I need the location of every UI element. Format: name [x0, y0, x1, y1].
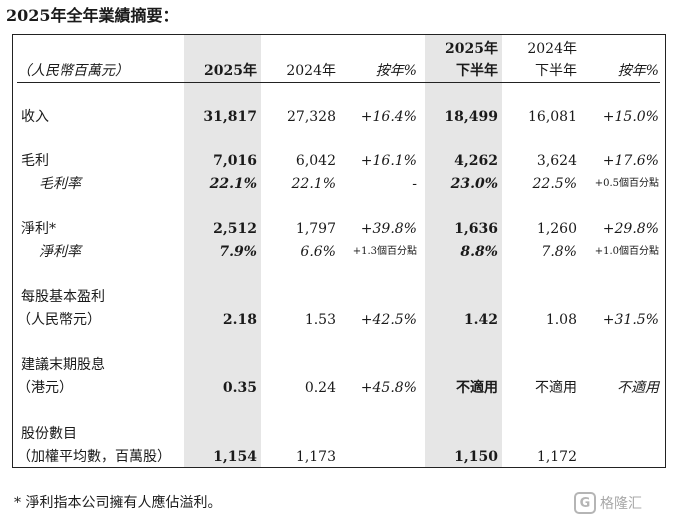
cell-gross-margin-h2-2024: 22.5% — [532, 176, 577, 192]
cell-dividend-2024: 0.24 — [304, 380, 336, 396]
cell-gross-profit-h2-2024: 3,624 — [536, 153, 577, 169]
shade-2025-column — [184, 35, 261, 467]
row-label-net-profit: 淨利* — [21, 221, 56, 237]
cell-eps-yoy: +42.5% — [360, 312, 417, 328]
watermark: G 格隆汇 — [574, 490, 674, 516]
cell-net-profit-h2-yoy: +29.8% — [602, 221, 659, 237]
header-h2-2024-line1: 2024年 — [527, 41, 577, 57]
cell-dividend-2025: 0.35 — [222, 380, 257, 396]
cell-gross-margin-2024: 22.1% — [291, 176, 336, 192]
cell-shares-h2-2025: 1,150 — [454, 449, 498, 465]
row-label-gross-profit: 毛利 — [21, 153, 49, 169]
header-h2-2025-line1: 2025年 — [445, 41, 498, 57]
cell-shares-2025: 1,154 — [213, 449, 257, 465]
row-label-shares: 股份數目 — [21, 426, 77, 442]
cell-shares-h2-2024: 1,172 — [536, 449, 577, 465]
cell-net-profit-yoy: +39.8% — [360, 221, 417, 237]
header-2025: 2025年 — [204, 63, 257, 79]
footnote: * 淨利指本公司擁有人應佔溢利。 — [14, 495, 222, 511]
cell-net-margin-h2-2024: 7.8% — [541, 244, 577, 260]
cell-revenue-2024: 27,328 — [287, 109, 336, 125]
cell-net-margin-2025: 7.9% — [219, 244, 257, 260]
cell-revenue-2025: 31,817 — [203, 109, 257, 125]
cell-eps-2024: 1.53 — [304, 312, 336, 328]
cell-gross-margin-yoy: - — [412, 176, 417, 192]
cell-revenue-h2-yoy: +15.0% — [602, 109, 659, 125]
row-label-final-dividend: 建議末期股息 — [21, 357, 105, 373]
cell-gross-profit-yoy: +16.1% — [360, 153, 417, 169]
cell-dividend-h2-2025: 不適用 — [456, 380, 498, 396]
cell-net-profit-h2-2025: 1,636 — [454, 221, 498, 237]
header-h2-2025-line2: 下半年 — [456, 63, 498, 79]
cell-dividend-h2-2024: 不適用 — [535, 380, 577, 396]
row-label-final-dividend-unit: （港元） — [17, 380, 73, 396]
gelonghui-logo-icon: G — [574, 492, 596, 514]
cell-gross-margin-h2-yoy: +0.5個百分點 — [594, 178, 659, 189]
cell-gross-profit-2024: 6,042 — [295, 153, 336, 169]
row-label-gross-margin: 毛利率 — [39, 176, 81, 192]
cell-gross-margin-2025: 22.1% — [209, 176, 257, 192]
cell-net-profit-2024: 1,797 — [295, 221, 336, 237]
cell-gross-profit-h2-2025: 4,262 — [454, 153, 498, 169]
cell-revenue-h2-2024: 16,081 — [528, 109, 577, 125]
row-label-net-margin: 淨利率 — [39, 244, 81, 260]
cell-shares-2024: 1,173 — [295, 449, 336, 465]
cell-dividend-h2-yoy: 不適用 — [617, 380, 659, 396]
row-label-eps: 每股基本盈利 — [21, 289, 105, 305]
header-underline — [17, 82, 660, 83]
shade-h2-2025-column — [425, 35, 502, 467]
cell-eps-2025: 2.18 — [222, 312, 257, 328]
cell-net-margin-yoy: +1.3個百分點 — [352, 246, 417, 257]
header-h2-yoy: 按年% — [617, 63, 659, 79]
cell-net-profit-2025: 2,512 — [213, 221, 257, 237]
header-yoy: 按年% — [375, 63, 417, 79]
cell-net-profit-h2-2024: 1,260 — [536, 221, 577, 237]
cell-net-margin-h2-2025: 8.8% — [460, 244, 498, 260]
unit-label: （人民幣百萬元） — [17, 63, 129, 79]
page-title: 2025年全年業績摘要： — [6, 6, 179, 25]
cell-revenue-h2-2025: 18,499 — [444, 109, 498, 125]
cell-dividend-yoy: +45.8% — [360, 380, 417, 396]
cell-eps-h2-2024: 1.08 — [545, 312, 577, 328]
cell-revenue-yoy: +16.4% — [360, 109, 417, 125]
cell-net-margin-h2-yoy: +1.0個百分點 — [594, 246, 659, 257]
row-label-revenue: 收入 — [21, 109, 49, 125]
cell-eps-h2-2025: 1.42 — [463, 312, 498, 328]
header-2024: 2024年 — [286, 63, 336, 79]
cell-gross-profit-h2-yoy: +17.6% — [602, 153, 659, 169]
row-label-shares-unit: （加權平均數，百萬股） — [17, 449, 171, 465]
cell-net-margin-2024: 6.6% — [300, 244, 336, 260]
cell-gross-profit-2025: 7,016 — [213, 153, 257, 169]
results-table: （人民幣百萬元） 2025年 2024年 按年% 2025年 下半年 2024年… — [12, 34, 666, 468]
row-label-eps-unit: （人民幣元） — [17, 312, 101, 328]
cell-eps-h2-yoy: +31.5% — [602, 312, 659, 328]
watermark-text: 格隆汇 — [600, 496, 642, 512]
header-h2-2024-line2: 下半年 — [535, 63, 577, 79]
cell-gross-margin-h2-2025: 23.0% — [450, 176, 498, 192]
